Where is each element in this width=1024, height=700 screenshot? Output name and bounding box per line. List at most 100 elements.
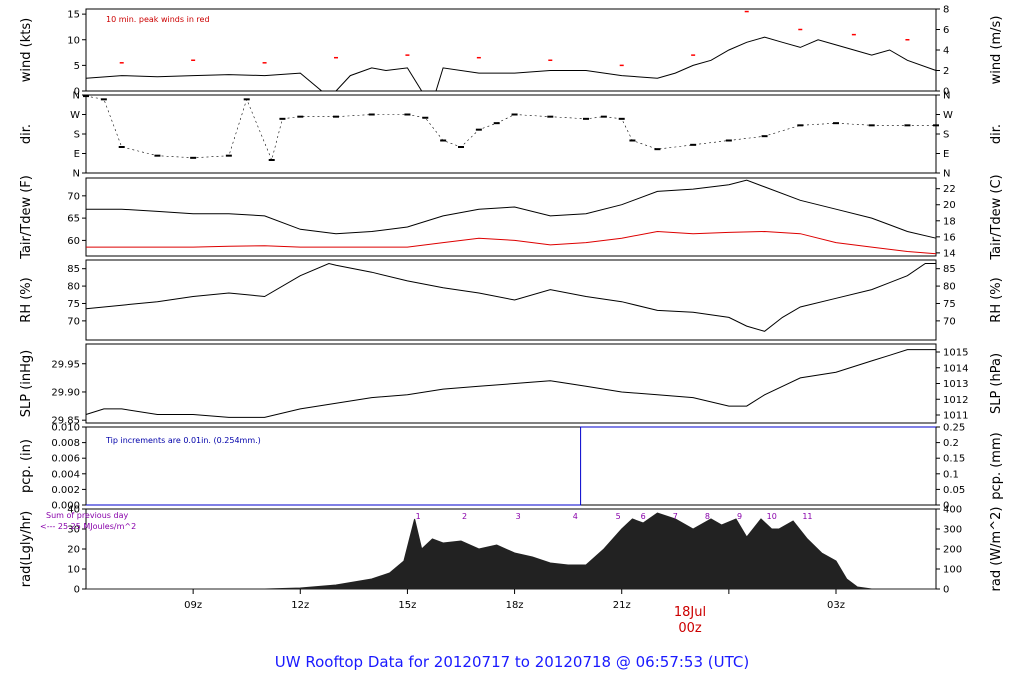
left-tick-label-pcp: 0.010 [51,423,80,434]
right-tick-label-wind: 0 [943,87,949,98]
panel-slp: SLP (inHg) SLP (hPa) 29.85 29.90 29.95 1011 10… [19,343,1004,427]
right-tick-label-rad: 100 [943,565,962,576]
right-tick-label-pcp: 0.15 [943,454,965,465]
rad-hour-marker: 7 [673,512,678,521]
left-tick-label-slp: 29.95 [51,359,80,370]
rad-hour-marker: 6 [641,512,646,521]
series-temp-0 [86,179,937,239]
right-tick-label-pcp: 0.1 [943,469,959,480]
right-tick-label-rh: 70 [943,316,956,327]
panel-rad: rad(Lgly/hr) rad (W/m^2)01020304001002003… [19,505,1004,596]
right-tick-label-temp: 18 [943,216,956,227]
panel-pcp: pcp. (in) pcp. (mm) 0.000 0.002 0.004 0.006 0.… [19,423,1004,512]
time-tick-label: 09z [184,600,202,611]
ylabel-left-wind: wind (kts) [19,18,34,82]
rad-hour-marker: 9 [737,512,742,521]
series-wind-0 [85,36,937,92]
left-tick-label-dir: S [74,130,80,141]
time-tick-label: 12z [291,600,309,611]
right-tick-label-pcp: 0 [943,501,949,512]
left-tick-label-pcp: 0.000 [51,501,80,512]
left-tick-label-wind: 15 [67,10,80,21]
series-pcp-0 [86,426,936,506]
panel-frame-temp [85,177,937,257]
right-tick-label-temp: 22 [943,184,956,195]
right-tick-label-wind: 6 [943,25,949,36]
right-tick-label-dir: W [943,110,953,121]
left-tick-label-rh: 70 [67,316,80,327]
left-tick-label-pcp: 0.008 [51,438,80,449]
left-tick-label-rh: 75 [67,299,80,310]
ylabel-right-rad: rad (W/m^2) [989,507,1004,592]
series-rad-0 [86,512,936,590]
pcp-annotation: Tip increments are 0.01in. (0.254mm.) [105,436,261,445]
right-tick-label-wind: 4 [943,46,949,57]
left-tick-label-temp: 70 [67,191,80,202]
left-tick-label-dir: W [70,110,80,121]
ylabel-left-rh: RH (%) [19,277,34,322]
rad-hour-marker: 3 [516,512,521,521]
left-tick-label-dir: N [73,169,80,180]
right-tick-label-pcp: 0.05 [943,485,965,496]
left-tick-label-pcp: 0.002 [51,485,80,496]
ylabel-left-temp: Tair/Tdew (F) [19,175,34,260]
time-axis: 09z 12z 15z 18z 21z 03z [184,589,845,611]
right-tick-label-pcp: 0.2 [943,438,959,449]
date-hour-label: 00z [678,621,702,636]
right-tick-label-temp: 14 [943,248,956,259]
right-tick-label-temp: 16 [943,232,956,243]
ylabel-left-pcp: pcp. (in) [19,439,34,493]
left-tick-label-wind: 5 [74,61,80,72]
right-tick-label-dir: E [943,149,949,160]
left-tick-label-temp: 65 [67,214,80,225]
right-tick-label-wind: 2 [943,66,949,77]
left-tick-label-pcp: 0.006 [51,454,80,465]
left-tick-label-rad: 40 [67,505,80,516]
ylabel-right-wind: wind (m/s) [989,16,1004,85]
panel-frame-wind [85,8,937,92]
left-tick-label-rad: 30 [67,525,80,536]
panel-temp: Tair/Tdew (F) Tair/Tdew (C) 60 65 70 14 16 18 20… [19,174,1004,260]
rad-hour-marker: 8 [705,512,710,521]
left-tick-label-dir: N [73,91,80,102]
ylabel-left-slp: SLP (inHg) [19,350,34,418]
rad-annotation-2: <--- 25.25 MJoules/m^2 [40,522,136,531]
right-tick-label-pcp: 0.25 [943,423,965,434]
series-slp-0 [85,349,936,418]
left-tick-label-dir: E [74,149,80,160]
panel-wind: wind (kts) wind (m/s) 0 5 10 15 0 2 4 6 8 10 min. p… [19,5,1004,98]
left-tick-label-rh: 85 [67,264,80,275]
right-tick-label-slp: 1012 [943,395,968,406]
left-tick-label-wind: 0 [74,87,80,98]
time-tick-label: 18z [506,600,524,611]
right-tick-label-dir: N [943,91,950,102]
series-dir-0 [85,95,936,161]
right-tick-label-rad: 300 [943,525,962,536]
right-tick-label-dir: N [943,169,950,180]
series-rh-0 [85,262,936,332]
right-tick-label-rh: 80 [943,282,956,293]
right-tick-label-slp: 1011 [943,411,968,422]
ylabel-right-dir: dir. [989,124,1004,144]
rad-hour-marker: 1 [416,512,421,521]
right-tick-label-dir: S [943,130,949,141]
ylabel-right-rh: RH (%) [989,277,1004,322]
left-tick-label-slp: 29.85 [51,416,80,427]
time-tick-label: 03z [827,600,845,611]
panel-rh: RH (%) RH (%) 70 75 80 85 70 75 80 85 [19,259,1004,341]
left-tick-label-slp: 29.90 [51,387,80,398]
right-tick-label-temp: 20 [943,200,956,211]
right-tick-label-rad: 400 [943,505,962,516]
right-tick-label-wind: 8 [943,5,949,16]
left-tick-label-rad: 20 [67,545,80,556]
right-tick-label-slp: 1014 [943,363,968,374]
right-tick-label-rad: 200 [943,545,962,556]
rad-hour-marker: 10 [767,512,777,521]
right-tick-label-slp: 1013 [943,379,968,390]
ylabel-right-temp: Tair/Tdew (C) [989,174,1004,260]
panel-frame-rh [85,259,937,341]
ylabel-right-pcp: pcp. (mm) [989,432,1004,499]
time-tick-label: 21z [613,600,631,611]
